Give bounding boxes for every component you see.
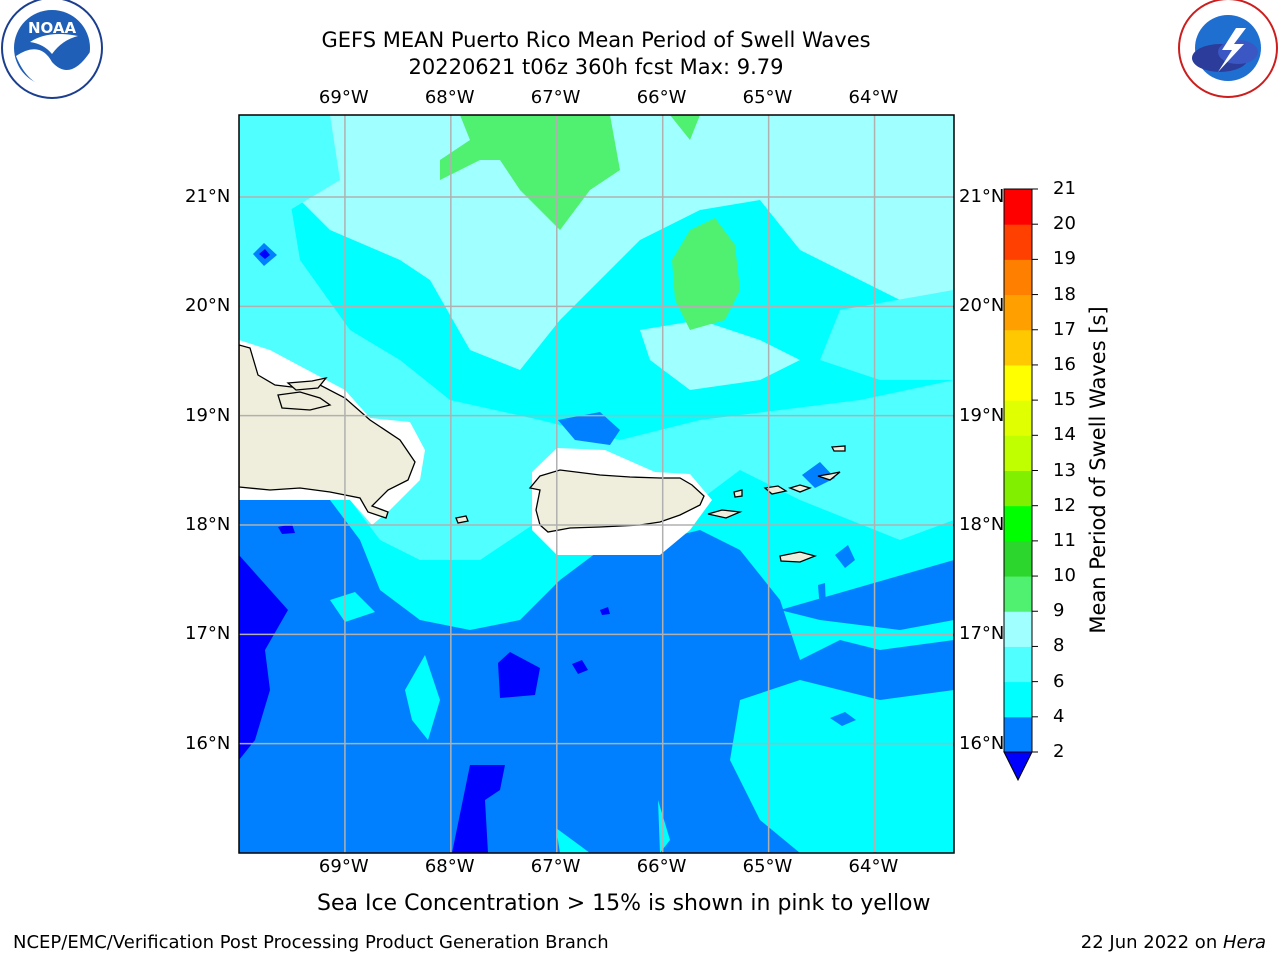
- colorbar-segment: [1004, 540, 1032, 577]
- vieques-island: [707, 509, 743, 519]
- lon-label-bottom: 67°W: [530, 856, 581, 877]
- colorbar-tick-label: 20: [1053, 213, 1076, 235]
- hispaniola-land: [239, 344, 416, 519]
- mona-island: [455, 515, 469, 524]
- colorbar-tick-label: 17: [1053, 318, 1076, 340]
- field-7s-nw: [239, 115, 340, 210]
- colorbar-tick-label: 4: [1053, 705, 1065, 727]
- map-gridlines: [239, 115, 954, 853]
- colorbar-segment: [1004, 576, 1032, 612]
- lon-label-bottom: 66°W: [636, 856, 687, 877]
- colorbar-segment: [1004, 435, 1032, 471]
- st-croix-island: [779, 551, 818, 563]
- footer-date-text: 22 Jun 2022 on: [1080, 932, 1223, 953]
- field-9s-central: [672, 218, 740, 330]
- sea-ice-caption: Sea Ice Concentration > 15% is shown in …: [317, 891, 931, 916]
- field-2s-center: [498, 652, 540, 698]
- colorbar-segment: [1004, 259, 1032, 296]
- tortuga-island: [277, 391, 332, 411]
- lon-label-bottom: 69°W: [318, 856, 369, 877]
- colorbar-segment: [1004, 329, 1032, 366]
- field-8-9s-north: [239, 115, 954, 370]
- anegada-island: [830, 445, 846, 452]
- footer-date: 22 Jun 2022 on Hera: [1081, 932, 1266, 953]
- field-6s-se: [730, 680, 954, 853]
- colorbar-segment: [1004, 646, 1032, 683]
- field-8s-central: [640, 320, 800, 390]
- lon-label-top: 68°W: [424, 87, 475, 108]
- colorbar-segment: [1004, 364, 1032, 401]
- lat-label-left: 19°N: [185, 404, 231, 426]
- lat-label-left: 18°N: [185, 514, 231, 535]
- lon-label-top: 65°W: [742, 87, 793, 108]
- lat-label-left: 20°N: [185, 295, 231, 317]
- lat-label-right: 21°N: [959, 186, 1005, 207]
- lon-label-bottom: 68°W: [424, 856, 475, 877]
- colorbar-segment: [1004, 716, 1032, 753]
- lat-label-right: 19°N: [959, 404, 1005, 426]
- colorbar-tick-label: 8: [1053, 635, 1065, 657]
- lat-label-right: 18°N: [959, 514, 1005, 535]
- lat-label-right: 17°N: [959, 623, 1005, 645]
- colorbar-tick-label: 11: [1053, 529, 1076, 551]
- lon-label-top: 66°W: [636, 87, 687, 108]
- colorbar-tick-label: 21: [1053, 178, 1076, 199]
- lon-label-top: 67°W: [530, 87, 581, 108]
- colorbar-tick-label: 16: [1053, 353, 1076, 375]
- colorbar-tick-label: 19: [1053, 248, 1076, 270]
- colorbar-tick-label: 6: [1053, 670, 1065, 692]
- lat-label-right: 16°N: [959, 732, 1005, 754]
- colorbar-extend-arrow: [1003, 751, 1033, 782]
- lat-label-left: 17°N: [185, 623, 231, 645]
- colorbar-tick-label: 12: [1053, 494, 1076, 516]
- colorbar-segment: [1004, 224, 1032, 260]
- lon-label-top: 64°W: [848, 87, 899, 108]
- colorbar-tick-label: 2: [1053, 741, 1065, 762]
- colorbar-segment: [1004, 294, 1032, 331]
- map-subtitle: 20220621 t06z 360h fcst Max: 9.79: [408, 55, 784, 79]
- noaa-logo-text: NOAA: [28, 19, 77, 37]
- noaa-logo: NOAA: [1, 0, 103, 99]
- lat-label-right: 20°N: [959, 295, 1005, 317]
- colorbar-label: Mean Period of Swell Waves [s]: [1086, 306, 1110, 634]
- colorbar-segment: [1004, 400, 1032, 436]
- swell-period-field: [239, 115, 954, 853]
- colorbar-segment: [1004, 189, 1032, 225]
- virgin-islands: [763, 485, 788, 495]
- colorbar-tick-label: 15: [1053, 389, 1076, 411]
- footer-host: Hera: [1222, 932, 1266, 953]
- colorbar-tick-label: 13: [1053, 459, 1076, 481]
- lat-label-left: 16°N: [185, 732, 231, 754]
- puerto-rico-land: [528, 469, 705, 533]
- colorbar-segment: [1004, 470, 1032, 507]
- lon-label-bottom: 65°W: [742, 856, 793, 877]
- field-9s-north: [440, 115, 620, 230]
- lon-label-top: 69°W: [318, 87, 369, 108]
- colorbar: [1003, 188, 1038, 782]
- map-title: GEFS MEAN Puerto Rico Mean Period of Swe…: [321, 28, 871, 52]
- lon-label-bottom: 64°W: [848, 856, 899, 877]
- colorbar-tick-label: 9: [1053, 600, 1065, 622]
- footer-credit: NCEP/EMC/Verification Post Processing Pr…: [13, 932, 609, 953]
- colorbar-segment: [1004, 611, 1032, 647]
- field-2s-west: [239, 555, 288, 760]
- colorbar-tick-label: 10: [1053, 565, 1076, 587]
- colorbar-segment: [1004, 681, 1032, 718]
- lat-label-left: 21°N: [185, 186, 231, 207]
- nws-logo: [1178, 0, 1278, 98]
- colorbar-tick-label: 18: [1053, 283, 1076, 305]
- map-frame: [238, 114, 955, 854]
- field-2s-south: [452, 765, 505, 853]
- colorbar-tick-label: 14: [1053, 424, 1076, 446]
- colorbar-segment: [1004, 505, 1032, 542]
